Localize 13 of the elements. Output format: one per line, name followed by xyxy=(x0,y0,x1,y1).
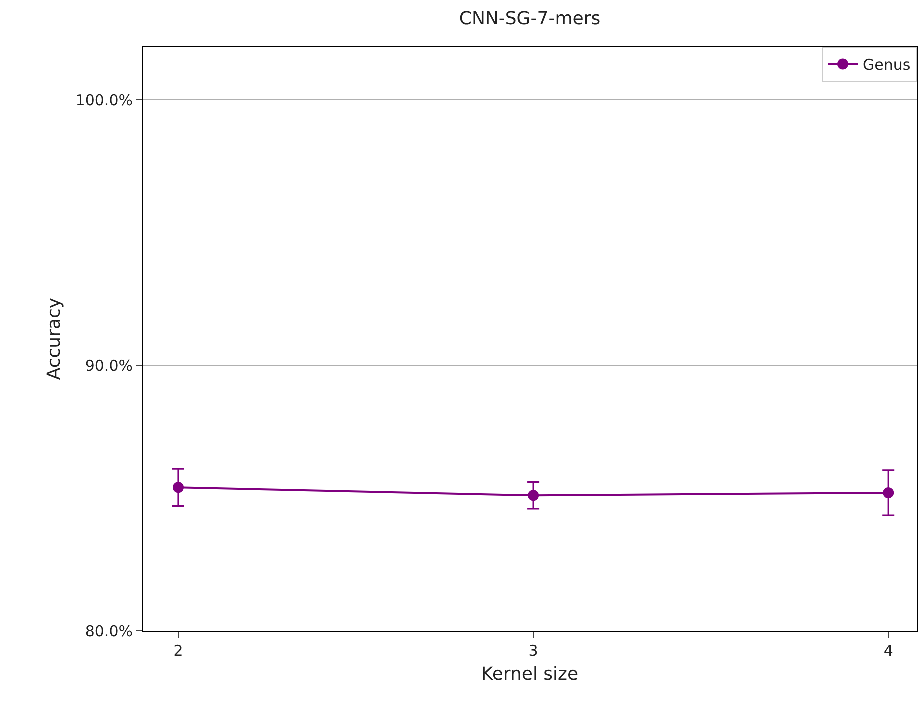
chart-title: CNN-SG-7-mers xyxy=(459,8,601,30)
x-tick-label: 3 xyxy=(528,642,538,660)
y-tick-label: 100.0% xyxy=(76,91,133,110)
x-axis-title: Kernel size xyxy=(481,664,579,686)
x-tick-label: 2 xyxy=(174,642,184,660)
y-tick-label: 90.0% xyxy=(85,356,133,375)
x-tick-label: 4 xyxy=(884,642,894,660)
point xyxy=(173,482,184,494)
y-tick-label: 80.0% xyxy=(85,622,133,640)
point xyxy=(883,487,894,498)
y-axis-title: Accuracy xyxy=(44,298,65,380)
point xyxy=(528,490,540,502)
legend-label: Genus xyxy=(863,56,911,74)
